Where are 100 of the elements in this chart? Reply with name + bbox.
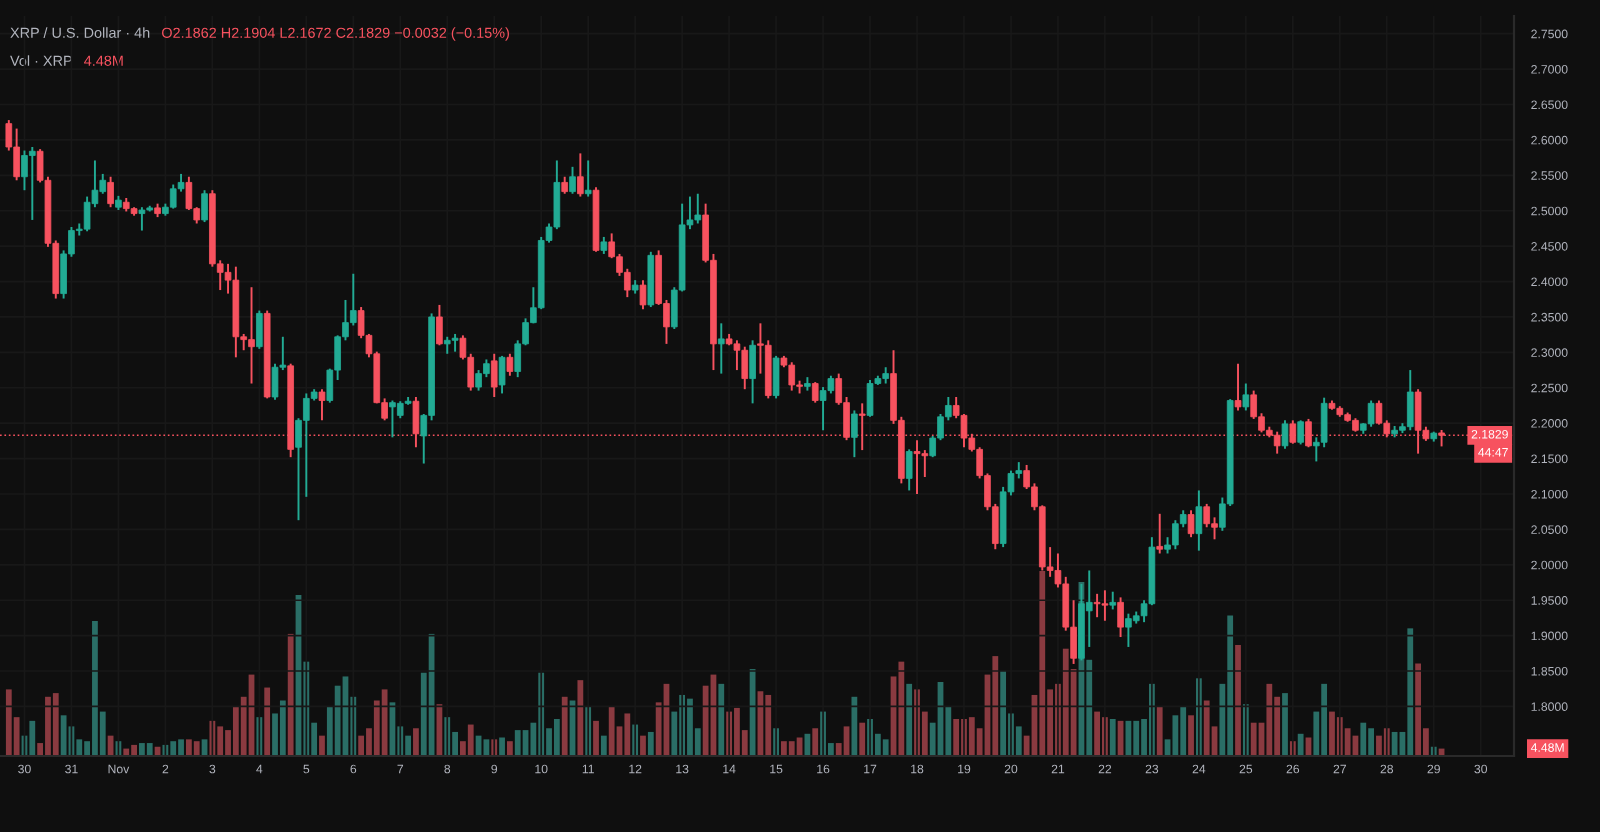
candlestick [866, 379, 874, 418]
bar [898, 661, 905, 756]
candlestick [1093, 592, 1101, 619]
bar [264, 687, 271, 756]
bar [1282, 693, 1288, 756]
bar [1297, 733, 1304, 756]
candlestick [694, 192, 702, 225]
candlestick [569, 165, 576, 195]
candlestick [1101, 589, 1109, 622]
candlestick [1375, 399, 1383, 426]
bar [640, 735, 646, 756]
bar [1368, 728, 1375, 756]
bar [851, 696, 858, 756]
candlestick [107, 175, 114, 209]
candlestick [303, 392, 310, 498]
bar [1360, 722, 1367, 756]
candlestick [256, 309, 263, 350]
bar [178, 739, 184, 756]
candlestick [772, 354, 780, 400]
bar [52, 693, 59, 756]
bar [593, 720, 599, 756]
bar [647, 731, 654, 756]
bar [1172, 715, 1179, 756]
bar [45, 696, 51, 756]
candlestick [1289, 419, 1297, 445]
bar [577, 680, 584, 756]
bar [1407, 628, 1414, 756]
candlestick [1242, 382, 1250, 412]
bar [1000, 670, 1007, 756]
candlestick [1203, 502, 1211, 529]
candlestick [201, 189, 208, 224]
bar [1203, 700, 1210, 756]
bar [882, 739, 889, 756]
candlestick [1281, 419, 1289, 450]
candlestick [733, 339, 741, 372]
candlestick [1367, 399, 1375, 428]
bar [131, 744, 137, 756]
candlestick [389, 399, 396, 439]
candlestick [639, 279, 647, 311]
bar [1329, 711, 1335, 756]
bar [319, 735, 325, 756]
bar [1133, 720, 1140, 756]
candlestick [788, 361, 796, 392]
bar [788, 741, 795, 756]
bar [146, 743, 153, 756]
bar [506, 741, 513, 756]
bar [1180, 706, 1187, 756]
bar [217, 726, 224, 756]
candlestick [13, 127, 20, 182]
candlestick [741, 345, 749, 391]
bar [734, 707, 740, 756]
candlestick [1195, 489, 1203, 552]
bar [193, 741, 200, 756]
candlestick [851, 409, 858, 459]
bar [1227, 615, 1234, 756]
bar [287, 633, 294, 756]
candlestick [436, 303, 443, 347]
candlestick [1234, 362, 1242, 412]
bar [1039, 571, 1046, 756]
candlestick [577, 152, 584, 198]
bar [968, 717, 975, 756]
bar [60, 715, 67, 756]
bar [514, 730, 521, 756]
candlestick [28, 146, 36, 221]
bar [185, 739, 192, 756]
candlestick [138, 206, 146, 232]
bar [1266, 683, 1273, 756]
bar [139, 743, 145, 756]
bar [1156, 706, 1163, 756]
bar [381, 689, 388, 756]
candlestick [1156, 512, 1164, 555]
bar [812, 728, 819, 756]
bar [992, 656, 999, 756]
candlestick [506, 352, 514, 377]
candlestick [498, 354, 506, 395]
bar [1188, 715, 1194, 756]
candlestick [490, 352, 498, 398]
candlestick [913, 439, 921, 495]
bar [279, 700, 286, 756]
bar [781, 741, 787, 756]
bar [1235, 645, 1241, 756]
bar [467, 724, 474, 756]
bar [1062, 648, 1069, 756]
candlestick [1297, 419, 1304, 446]
bar [1250, 722, 1257, 756]
candlestick [1406, 369, 1414, 432]
bar [608, 706, 615, 756]
bar [561, 696, 568, 756]
bar [358, 735, 365, 756]
candlestick [749, 339, 756, 405]
bar [92, 620, 98, 756]
candlestick [717, 322, 725, 375]
bar [1376, 735, 1382, 756]
bar [1094, 711, 1100, 756]
candlestick [905, 448, 913, 492]
bar [1415, 663, 1421, 756]
bar [859, 722, 866, 756]
bar [718, 683, 725, 756]
candlestick [1320, 396, 1328, 449]
bar [624, 713, 631, 756]
